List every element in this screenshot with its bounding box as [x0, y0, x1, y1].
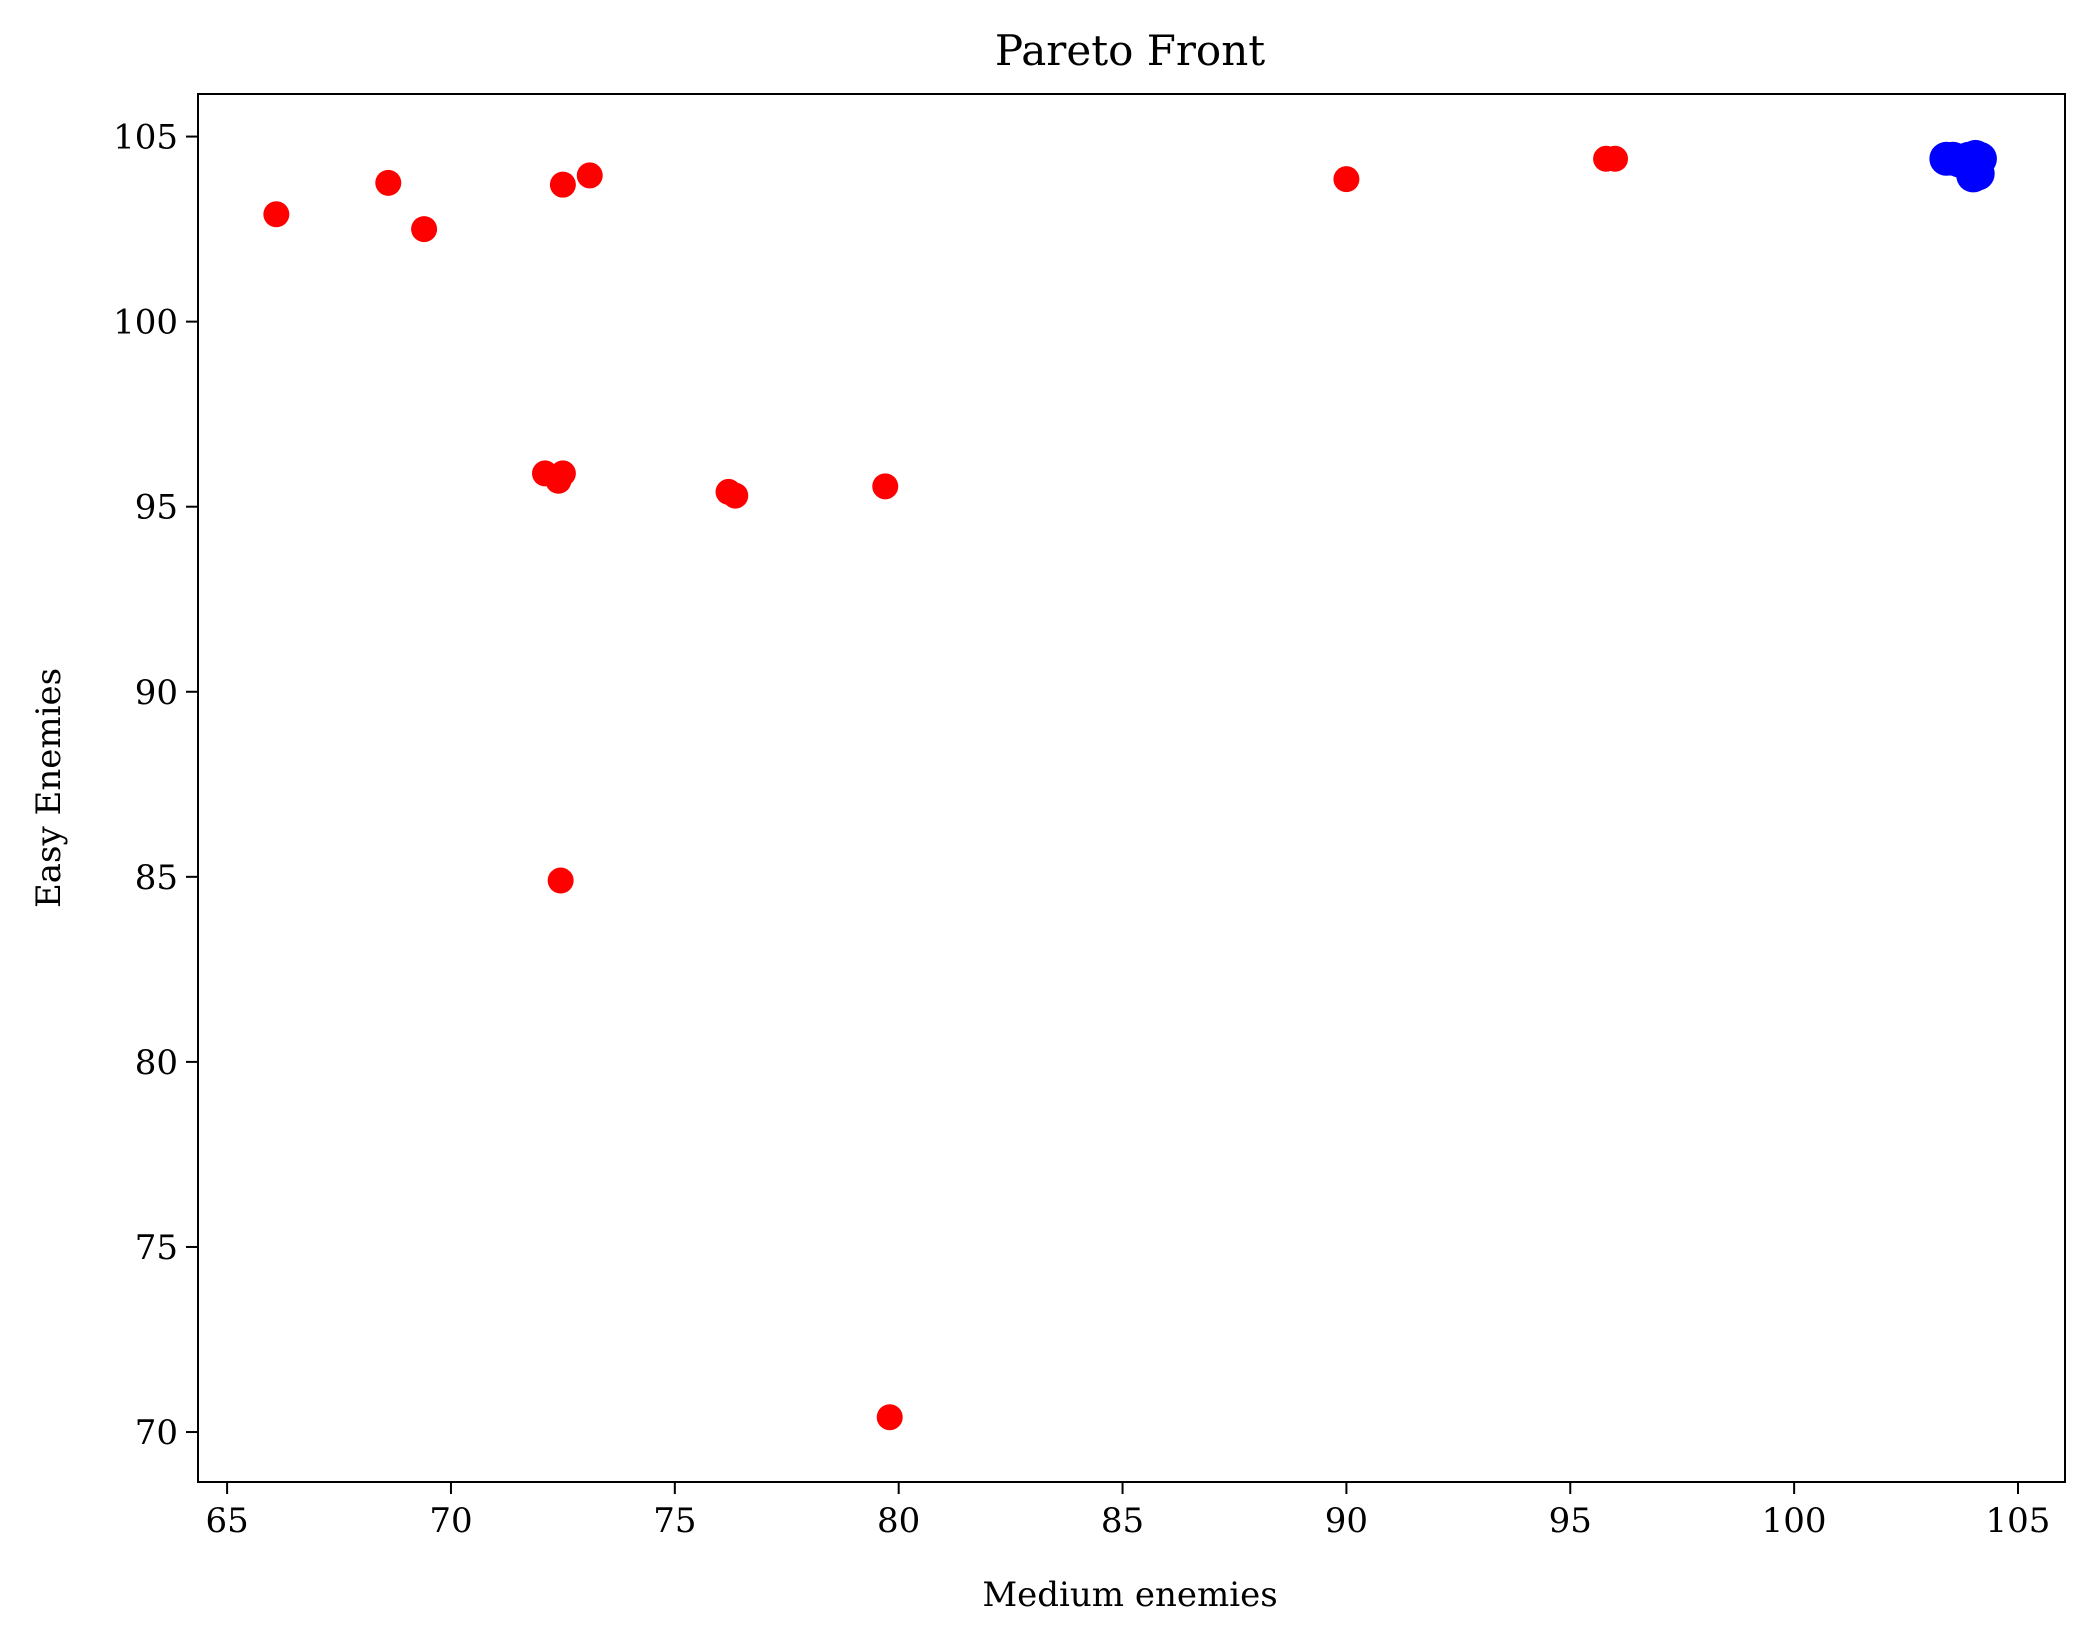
data-point	[876, 1404, 903, 1431]
x-tick-label: 95	[1549, 1501, 1592, 1541]
x-axis: 65 70 75 80 85 90 95 100 105	[205, 1482, 2050, 1541]
y-axis-label: Easy Enemies	[29, 668, 69, 908]
y-tick-label: 100	[113, 303, 178, 343]
x-tick-label: 75	[653, 1501, 696, 1541]
x-tick-label: 65	[205, 1501, 248, 1541]
data-point	[576, 162, 603, 189]
x-tick-label: 100	[1762, 1501, 1827, 1541]
plot-layer	[263, 139, 1997, 1431]
chart-title: Pareto Front	[995, 26, 1265, 75]
data-point	[1333, 166, 1360, 193]
x-tick-label: 90	[1325, 1501, 1368, 1541]
data-point	[722, 482, 749, 509]
y-tick-label: 105	[113, 118, 178, 158]
x-axis-label: Medium enemies	[982, 1575, 1277, 1615]
data-point	[1602, 145, 1629, 172]
data-point	[872, 473, 899, 500]
y-tick-label: 90	[135, 673, 178, 713]
data-point	[547, 867, 574, 894]
y-tick-label: 80	[135, 1043, 178, 1083]
y-tick-label: 95	[135, 488, 178, 528]
y-tick-label: 85	[135, 858, 178, 898]
x-tick-label: 105	[1986, 1501, 2051, 1541]
x-tick-label: 80	[877, 1501, 920, 1541]
data-point	[1956, 158, 1991, 193]
x-tick-label: 85	[1101, 1501, 1144, 1541]
data-point	[549, 171, 576, 198]
data-point	[375, 169, 402, 196]
y-tick-label: 75	[135, 1228, 178, 1268]
data-point	[263, 201, 290, 228]
y-tick-label: 70	[135, 1413, 178, 1453]
y-axis: 70 75 80 85 90 95 100 105	[113, 118, 198, 1453]
x-tick-label: 70	[429, 1501, 472, 1541]
plot-frame	[197, 93, 2066, 1483]
data-point	[545, 467, 572, 494]
data-point	[411, 216, 438, 243]
